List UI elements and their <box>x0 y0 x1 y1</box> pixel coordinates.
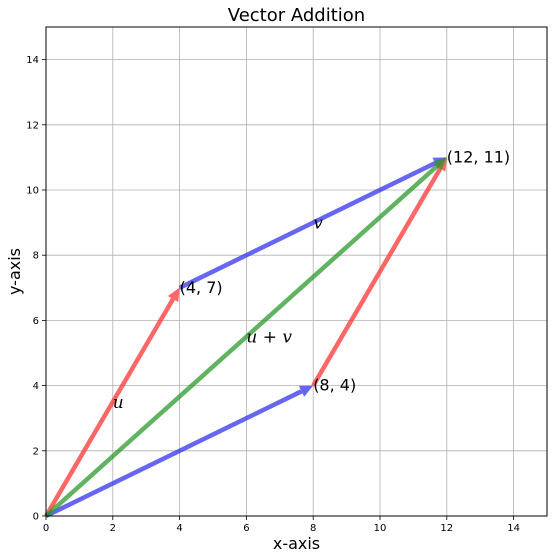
x-tick-label: 2 <box>110 523 116 534</box>
x-tick-label: 12 <box>440 523 453 534</box>
point-label: (4, 7) <box>180 278 223 297</box>
point-label: (8, 4) <box>313 376 356 395</box>
ticks: 0 2 4 6 8 10 12 14 0 2 4 6 8 10 12 14 <box>26 55 520 534</box>
y-tick-label: 4 <box>33 381 39 392</box>
plot-frame <box>45 26 548 517</box>
vector-arrowhead <box>167 287 180 303</box>
y-tick-label: 10 <box>26 186 39 197</box>
vector-u-plus-v <box>44 157 447 518</box>
y-tick-label: 0 <box>33 512 39 523</box>
y-tick-label: 8 <box>33 251 39 262</box>
vector-shaft <box>178 161 437 290</box>
x-tick-label: 14 <box>507 523 520 534</box>
y-tick-label: 12 <box>26 120 39 131</box>
x-tick-label: 4 <box>176 523 182 534</box>
y-axis-label: y-axis <box>5 248 24 295</box>
vector-shaft <box>44 297 175 518</box>
x-tick-label: 0 <box>43 523 49 534</box>
vector-shaft <box>44 164 439 518</box>
vector-v-from-origin <box>45 385 314 519</box>
vector-label: v <box>313 214 323 234</box>
vector-shaft <box>45 389 303 519</box>
x-tick-label: 8 <box>310 523 316 534</box>
y-tick-label: 2 <box>33 446 39 457</box>
y-tick-label: 14 <box>26 55 39 66</box>
y-tick-label: 6 <box>33 316 39 327</box>
vector-u-from-origin <box>44 287 180 518</box>
vector-label: u + v <box>246 328 292 348</box>
vectors <box>44 157 447 519</box>
chart-title: Vector Addition <box>228 5 365 26</box>
annotations: (4, 7) (8, 4) (12, 11) u v u + v <box>113 147 510 413</box>
x-tick-label: 6 <box>243 523 249 534</box>
x-tick-label: 10 <box>374 523 387 534</box>
vector-arrowhead <box>298 385 314 397</box>
vector-arrowhead <box>433 157 447 171</box>
point-label: (12, 11) <box>447 147 510 166</box>
vector-label: u <box>113 393 124 413</box>
vector-shaft <box>311 167 443 387</box>
x-axis-label: x-axis <box>273 534 320 553</box>
grid <box>45 27 547 517</box>
